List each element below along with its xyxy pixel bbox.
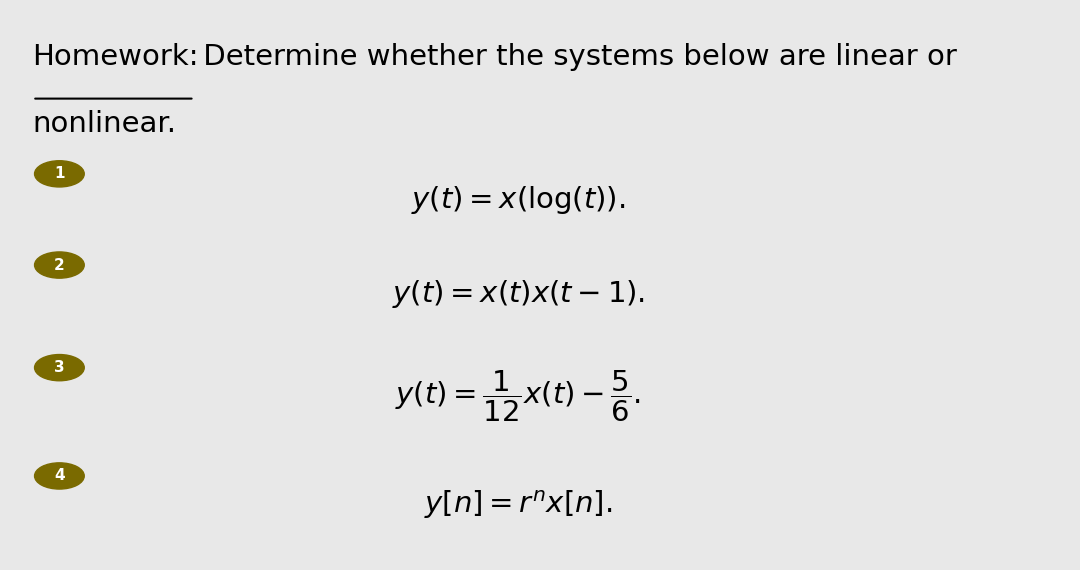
- Text: $y[n] = r^{n}x[n].$: $y[n] = r^{n}x[n].$: [424, 488, 612, 520]
- Text: $y(t) = x(t)x(t - 1).$: $y(t) = x(t)x(t - 1).$: [392, 278, 645, 310]
- Circle shape: [35, 355, 84, 381]
- Text: Homework:: Homework:: [32, 43, 199, 71]
- Text: $y(t) = x(\mathrm{log}(t)).$: $y(t) = x(\mathrm{log}(t)).$: [411, 184, 625, 215]
- Text: $y(t) = \dfrac{1}{12}x(t) - \dfrac{5}{6}.$: $y(t) = \dfrac{1}{12}x(t) - \dfrac{5}{6}…: [395, 369, 642, 424]
- Text: 2: 2: [54, 258, 65, 272]
- Text: 3: 3: [54, 360, 65, 375]
- Text: 4: 4: [54, 469, 65, 483]
- Text: Determine whether the systems below are linear or: Determine whether the systems below are …: [194, 43, 957, 71]
- Text: 1: 1: [54, 166, 65, 181]
- Circle shape: [35, 463, 84, 489]
- Circle shape: [35, 252, 84, 278]
- Text: nonlinear.: nonlinear.: [32, 110, 176, 138]
- Circle shape: [35, 161, 84, 187]
